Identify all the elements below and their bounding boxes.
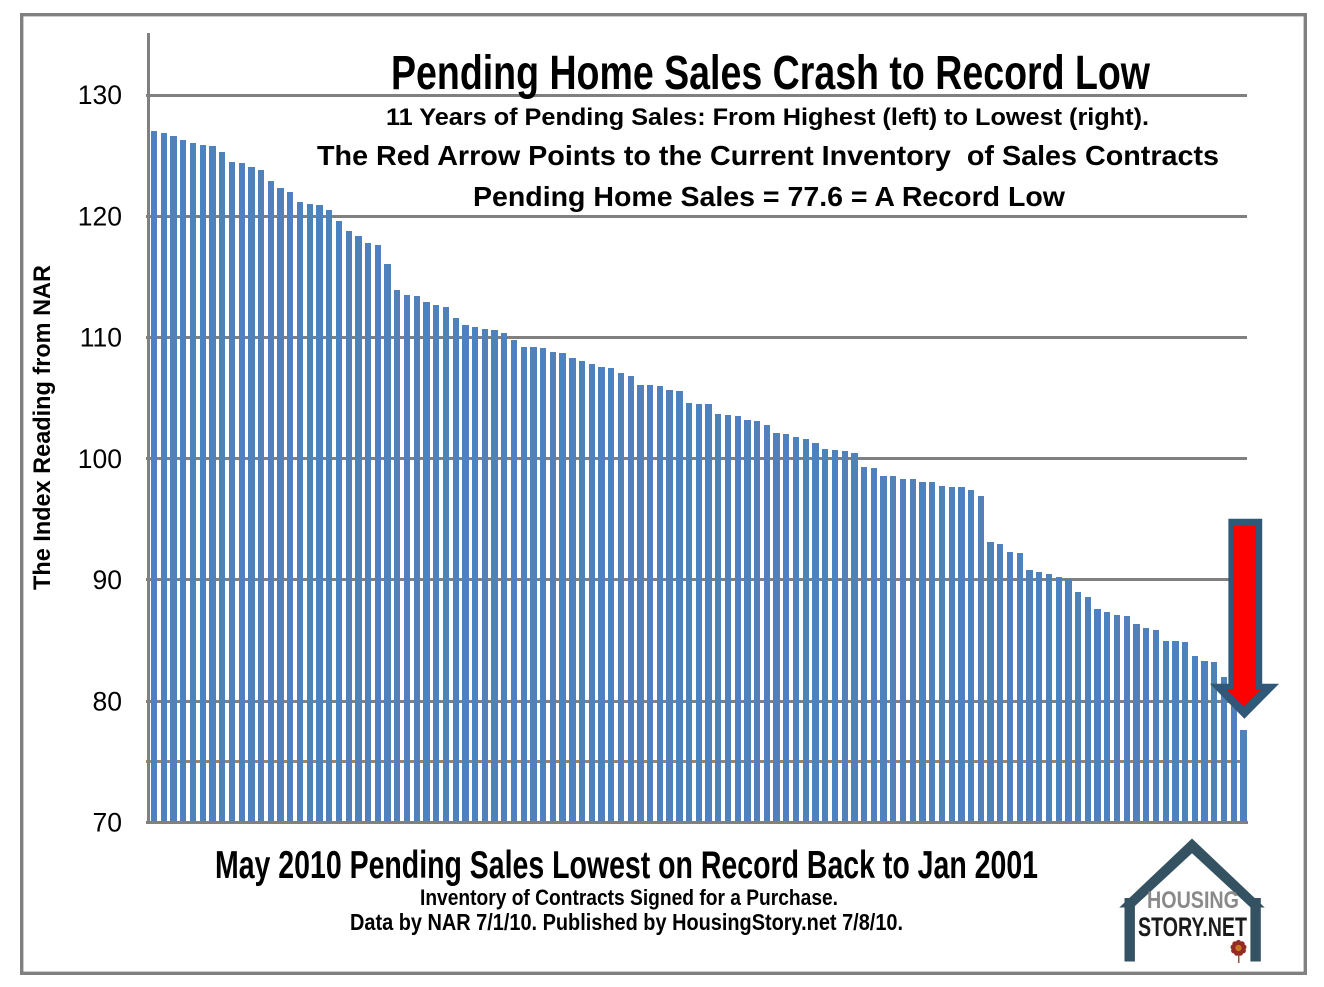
- svg-text:HOUSING: HOUSING: [1147, 887, 1239, 914]
- svg-text:STORY.NET: STORY.NET: [1138, 912, 1247, 942]
- svg-text:Pending Home Sales = 77.6 = A: Pending Home Sales = 77.6 = A Record Low: [473, 181, 1065, 212]
- svg-text:100: 100: [78, 444, 122, 474]
- svg-text:11 Years of Pending Sales: Fro: 11 Years of Pending Sales: From Highest …: [386, 104, 1149, 131]
- svg-text:90: 90: [93, 565, 122, 595]
- svg-text:The Index Reading from NAR: The Index Reading from NAR: [29, 265, 56, 590]
- svg-text:May 2010 Pending Sales Lowest: May 2010 Pending Sales Lowest on Record …: [215, 844, 1038, 887]
- svg-text:Data by NAR 7/1/10. Published: Data by NAR 7/1/10. Published by Housing…: [350, 909, 903, 935]
- svg-text:The Red Arrow Points to the Cu: The Red Arrow Points to the Current Inve…: [317, 140, 1219, 171]
- svg-text:130: 130: [78, 80, 122, 110]
- svg-text:120: 120: [78, 201, 122, 231]
- svg-text:Inventory of Contracts Signed: Inventory of Contracts Signed for a Purc…: [420, 885, 838, 910]
- svg-text:70: 70: [93, 808, 122, 838]
- svg-text:80: 80: [93, 686, 122, 716]
- svg-text:Pending Home Sales Crash to Re: Pending Home Sales Crash to Record Low: [391, 46, 1150, 100]
- svg-text:110: 110: [80, 323, 122, 353]
